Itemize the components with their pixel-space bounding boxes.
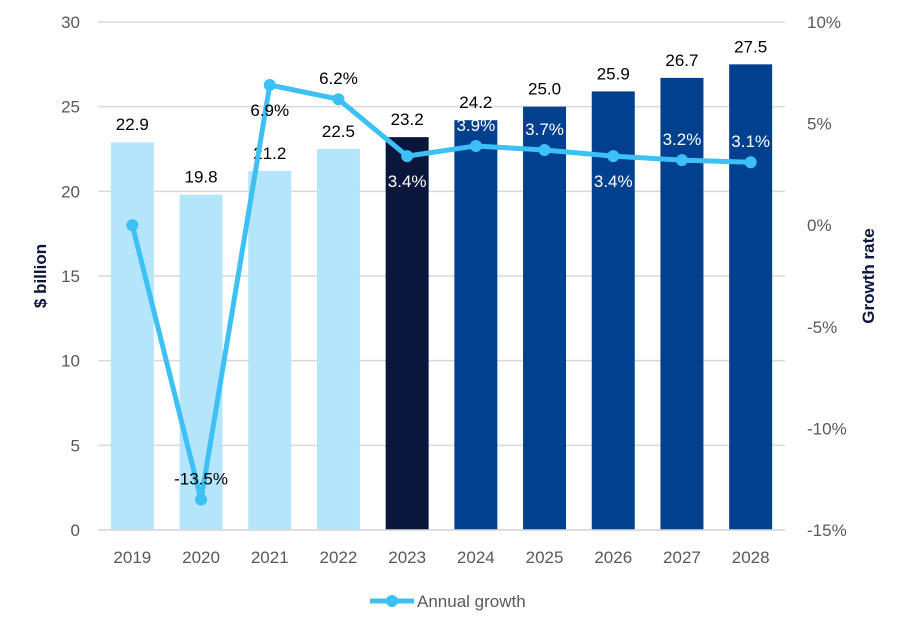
y2-tick-label: -5% (807, 318, 837, 337)
growth-label: 6.9% (250, 101, 289, 120)
bar-2027 (660, 77, 704, 530)
x-tick-label: 2024 (457, 548, 495, 567)
growth-point-2026 (607, 150, 620, 163)
y-tick-label: 5 (71, 436, 80, 455)
bar-2020 (179, 194, 223, 530)
bar-2025 (523, 106, 567, 531)
growth-point-2023 (401, 150, 414, 163)
growth-point-2022 (332, 93, 345, 106)
growth-point-2020 (195, 493, 208, 506)
x-tick-label: 2025 (526, 548, 564, 567)
y2-axis-title: Growth rate (859, 228, 878, 323)
y2-tick-label: 5% (807, 115, 832, 134)
bar-value-label: 19.8 (185, 168, 218, 187)
bar-value-label: 24.2 (459, 93, 492, 112)
bar-value-label: 26.7 (665, 51, 698, 70)
bar-2024 (454, 120, 498, 531)
bar-value-label: 23.2 (391, 110, 424, 129)
y-tick-label: 0 (71, 521, 80, 540)
growth-point-2028 (744, 156, 757, 169)
growth-point-2027 (675, 154, 688, 167)
y-tick-label: 15 (61, 267, 80, 286)
x-tick-label: 2023 (388, 548, 426, 567)
growth-point-2019 (126, 219, 139, 232)
growth-label: 3.2% (663, 130, 702, 149)
y2-tick-label: 0% (807, 216, 832, 235)
y2-tick-label: -10% (807, 419, 847, 438)
growth-point-2025 (538, 144, 551, 157)
bar-value-label: 25.9 (597, 64, 630, 83)
bar-2026 (591, 91, 635, 530)
y-tick-label: 20 (61, 182, 80, 201)
bar-2021 (248, 171, 292, 530)
bar-2022 (316, 149, 360, 530)
growth-label: 3.4% (388, 172, 427, 191)
growth-label: 6.2% (319, 69, 358, 88)
growth-label: -13.5% (174, 470, 228, 489)
bar-value-label: 27.5 (734, 37, 767, 56)
y2-tick-label: 10% (807, 13, 841, 32)
x-tick-label: 2028 (732, 548, 770, 567)
legend-label: Annual growth (417, 592, 526, 611)
growth-point-2021 (263, 78, 276, 91)
x-tick-label: 2022 (320, 548, 358, 567)
bar-2023 (385, 137, 429, 530)
growth-point-2024 (469, 139, 482, 152)
y-tick-label: 25 (61, 98, 80, 117)
x-tick-label: 2020 (182, 548, 220, 567)
y-tick-label: 30 (61, 13, 80, 32)
legend-marker-icon (386, 595, 398, 607)
x-tick-label: 2027 (663, 548, 701, 567)
bar-value-label: 25.0 (528, 80, 561, 99)
bar-value-label: 22.5 (322, 122, 355, 141)
growth-label: 3.9% (456, 116, 495, 135)
bar-value-label: 22.9 (116, 115, 149, 134)
x-tick-label: 2019 (113, 548, 151, 567)
growth-label: 3.7% (525, 120, 564, 139)
y-tick-label: 10 (61, 352, 80, 371)
growth-label: 3.1% (731, 132, 770, 151)
bar-2019 (110, 142, 154, 530)
x-tick-label: 2026 (594, 548, 632, 567)
y-axis-title: $ billion (31, 244, 50, 308)
y2-tick-label: -15% (807, 521, 847, 540)
growth-label: 3.4% (594, 172, 633, 191)
bar-2028 (729, 64, 773, 530)
growth-line (129, 82, 751, 503)
x-tick-label: 2021 (251, 548, 289, 567)
